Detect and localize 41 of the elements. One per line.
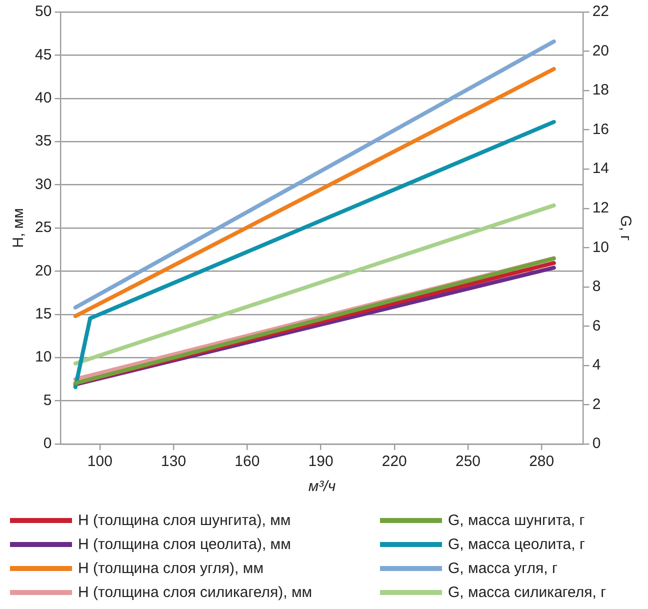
y-tick-label: 45 [34, 46, 52, 64]
y-tick-label: 35 [34, 132, 52, 150]
y-tick-label: 10 [34, 348, 52, 366]
y-tick-label: 25 [34, 219, 52, 236]
x-tick-label: 250 [455, 453, 481, 470]
y2-tick-label: 12 [592, 200, 610, 217]
y2-tick-label: 14 [592, 160, 610, 178]
y-tick-label: 20 [34, 262, 52, 280]
legend-label: H (толщина слоя шунгита), мм [78, 512, 291, 528]
x-tick-label: 220 [382, 453, 407, 470]
y-axis-title: H, мм [10, 208, 28, 248]
y-tick-label: 50 [34, 3, 52, 20]
y2-tick-label: 16 [592, 120, 610, 138]
y-tick-label: 40 [34, 90, 52, 107]
legend-label: G, масса цеолита, г [448, 536, 585, 552]
legend-label: H (толщина слоя цеолита), мм [78, 536, 291, 552]
y-tick-label: 15 [34, 306, 52, 323]
legend-label: G, масса силикагеля, г [448, 584, 606, 600]
legend-label: H (толщина слоя силикагеля), мм [78, 584, 312, 600]
x-tick-label: 100 [87, 453, 112, 470]
y2-tick-label: 6 [592, 317, 601, 334]
x-tick-label: 190 [308, 453, 334, 470]
y2-tick-label: 22 [592, 3, 610, 20]
y2-tick-label: 2 [592, 396, 601, 413]
y2-tick-label: 4 [592, 356, 601, 374]
y-tick-label: 0 [43, 435, 52, 452]
y2-tick-label: 18 [592, 82, 610, 99]
y2-tick-label: 0 [592, 435, 601, 452]
x-axis-title: м³/ч [308, 478, 336, 496]
x-tick-label: 130 [161, 453, 186, 470]
legend-label: G, масса угля, г [448, 560, 558, 576]
y2-tick-label: 20 [592, 42, 610, 60]
x-tick-label: 280 [529, 453, 554, 470]
legend-label: H (толщина слоя угля), мм [78, 560, 264, 576]
x-tick-label: 160 [234, 453, 260, 470]
y2-axis-title: G, г [616, 215, 634, 242]
legend-label: G, масса шунгита, г [448, 512, 585, 528]
y-tick-label: 5 [43, 392, 52, 409]
y-tick-label: 30 [34, 176, 52, 193]
y2-tick-label: 10 [592, 238, 610, 256]
y2-tick-label: 8 [592, 278, 601, 296]
